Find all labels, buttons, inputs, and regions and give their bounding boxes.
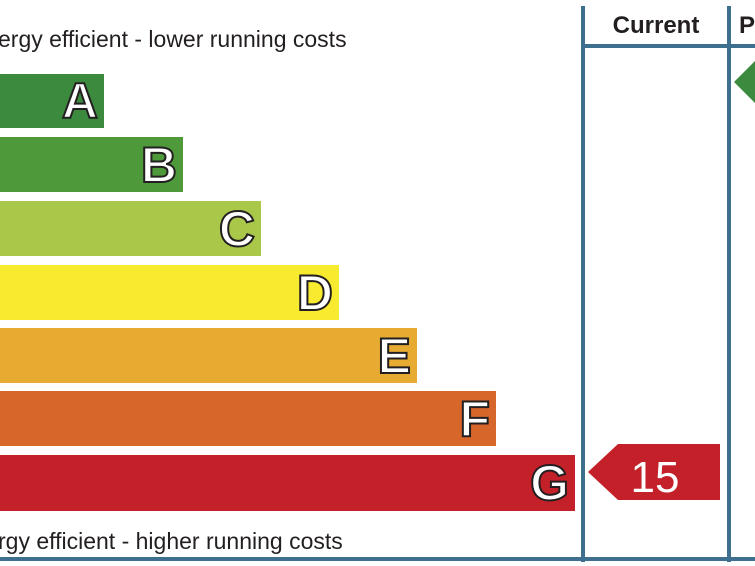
band-bar-g: G — [0, 455, 575, 511]
potential-column-header: P — [739, 12, 755, 39]
bottom-caption: rgy efficient - higher running costs — [0, 528, 343, 554]
band-bar-a: A — [0, 74, 104, 128]
band-bar-d: D — [0, 265, 339, 320]
band-letter-c: C — [218, 201, 256, 257]
current-column-header: Current — [612, 12, 700, 39]
column-divider-left — [581, 6, 585, 562]
band-bar-c: C — [0, 201, 261, 256]
band-letter-e: E — [377, 328, 412, 384]
band-bar-b: B — [0, 137, 183, 192]
top-caption: ergy efficient - lower running costs — [0, 26, 347, 52]
band-bar-f: F — [0, 391, 496, 446]
band-letter-a: A — [61, 73, 99, 129]
band-letter-b: B — [140, 137, 178, 193]
band-letter-g: G — [529, 455, 570, 511]
band-letter-d: D — [296, 265, 334, 321]
current-rating-arrow — [588, 444, 720, 500]
band-bar-e: E — [0, 328, 417, 383]
column-divider-middle — [727, 6, 731, 562]
header-divider — [581, 44, 755, 48]
bottom-border — [0, 557, 755, 561]
current-rating-value: 15 — [631, 453, 680, 502]
band-letter-f: F — [458, 391, 491, 447]
potential-rating-arrow — [734, 61, 755, 103]
